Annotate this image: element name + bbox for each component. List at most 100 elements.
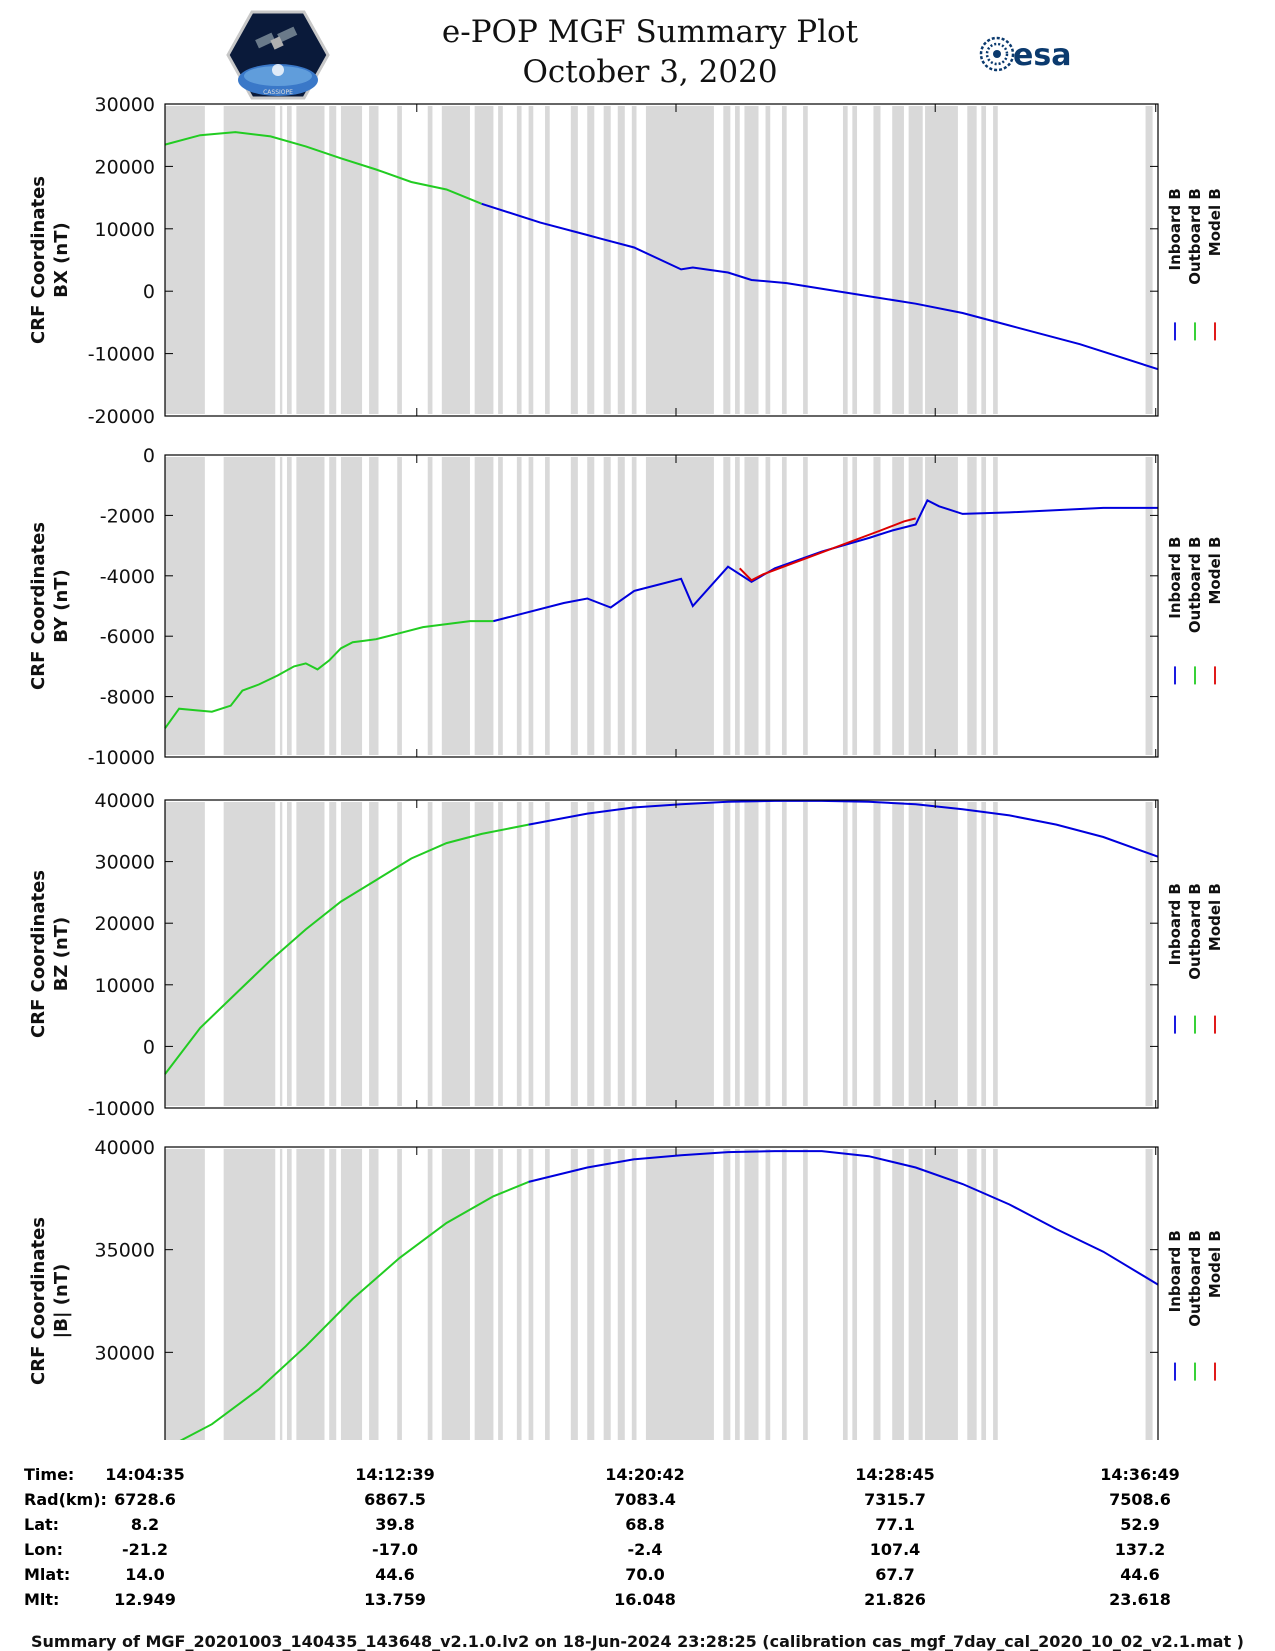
series-line-outboard-b	[164, 823, 529, 1075]
gap-shade	[441, 1149, 470, 1440]
series-line-outboard-b	[164, 620, 494, 729]
gap-shade	[286, 457, 292, 755]
table-row-label: Mlat:	[24, 1565, 71, 1584]
y-tick-label: -10000	[88, 747, 155, 769]
gap-shade	[516, 1149, 522, 1440]
gap-shade	[340, 457, 363, 755]
y-tick-label: 10000	[95, 219, 155, 241]
gap-shade	[803, 106, 808, 414]
series-line-model-b	[738, 517, 916, 582]
gap-shade	[908, 457, 923, 755]
gap-shade	[545, 106, 550, 414]
series-line-inboard-b	[493, 498, 1158, 623]
gap-shade	[340, 802, 363, 1106]
gap-shade	[781, 457, 787, 755]
gap-shade	[744, 1149, 759, 1440]
gap-shade	[803, 802, 808, 1106]
gap-shade	[873, 457, 881, 755]
table-cell: 7508.6	[1109, 1490, 1171, 1509]
table-cell: 23.618	[1109, 1590, 1171, 1609]
gap-shade	[570, 457, 578, 755]
y-tick-label: 40000	[95, 790, 155, 812]
gap-shade	[803, 457, 808, 755]
gap-shade	[645, 1149, 714, 1440]
gap-shade	[967, 106, 977, 414]
table-cell: 14:28:45	[855, 1465, 935, 1484]
gap-shade	[765, 457, 771, 755]
legend-label: Model B	[1206, 1230, 1224, 1298]
gap-shade	[165, 106, 205, 414]
gap-shade	[369, 802, 379, 1106]
gap-shade	[892, 106, 904, 414]
table-cell: 8.2	[130, 1515, 160, 1534]
table-cell: 6867.5	[364, 1490, 426, 1509]
y-tick-label: 0	[143, 1036, 155, 1058]
gap-shade	[1145, 457, 1153, 755]
gap-shade	[803, 1149, 808, 1440]
gap-shade	[744, 802, 759, 1106]
legend-label: Outboard B	[1186, 883, 1204, 980]
gap-shade	[587, 106, 595, 414]
gap-shade	[873, 106, 881, 414]
gap-shade	[842, 802, 848, 1106]
gap-shade	[842, 457, 848, 755]
gap-shade	[765, 802, 771, 1106]
gap-shade	[993, 457, 998, 755]
gap-shade	[474, 802, 494, 1106]
gap-shade	[296, 106, 325, 414]
y-tick-label: -10000	[88, 344, 155, 366]
y-axis-label-line1: CRF Coordinates	[28, 1217, 49, 1385]
gap-shade	[765, 106, 771, 414]
gap-shade	[603, 802, 611, 1106]
y-tick-label: -8000	[100, 687, 155, 709]
gap-shade	[286, 802, 292, 1106]
table-row-label: Time:	[24, 1465, 75, 1484]
table-cell: 77.1	[875, 1515, 915, 1534]
gap-shade	[369, 106, 379, 414]
table-row-label: Lon:	[24, 1540, 63, 1559]
legend-label: Outboard B	[1186, 1230, 1204, 1327]
gap-shade	[723, 457, 731, 755]
gap-shade	[908, 1149, 923, 1440]
gap-shade	[645, 802, 714, 1106]
series-line-outboard-b	[164, 131, 483, 205]
gap-shade	[570, 802, 578, 1106]
table-cell: 52.9	[1120, 1515, 1160, 1534]
gap-shade	[852, 1149, 858, 1440]
gap-shade	[397, 1149, 402, 1440]
gap-shade	[617, 802, 625, 1106]
gap-shade	[441, 106, 470, 414]
gap-shade	[296, 802, 325, 1106]
gap-shade	[735, 106, 740, 414]
gap-shade	[735, 1149, 740, 1440]
table-cell: -17.0	[371, 1540, 419, 1559]
legend-label: Inboard B	[1166, 1230, 1184, 1312]
gap-shade	[631, 106, 637, 414]
gap-shade	[296, 457, 325, 755]
gap-shade	[852, 106, 858, 414]
legend-label: Outboard B	[1186, 537, 1204, 634]
gap-shade	[340, 1149, 363, 1440]
gap-shade	[1145, 106, 1153, 414]
gap-shade	[873, 1149, 881, 1440]
gap-shade	[852, 802, 858, 1106]
y-axis-label-line1: CRF Coordinates	[28, 176, 49, 344]
gap-shade	[441, 802, 470, 1106]
gap-shade	[617, 106, 625, 414]
table-cell: 14:20:42	[605, 1465, 685, 1484]
gap-shade	[498, 457, 503, 755]
gap-shade	[427, 802, 433, 1106]
y-tick-label: 30000	[95, 94, 155, 116]
gap-shade	[603, 106, 611, 414]
gap-shade	[735, 457, 740, 755]
gap-shade	[587, 802, 595, 1106]
gap-shade	[516, 457, 522, 755]
esa-logo: esa	[979, 36, 1071, 73]
legend-label: Inboard B	[1166, 883, 1184, 965]
y-tick-label: 0	[143, 281, 155, 303]
title-line-2: October 3, 2020	[522, 54, 778, 90]
y-tick-label: -20000	[88, 406, 155, 428]
gap-shade	[723, 1149, 731, 1440]
gap-shade	[873, 802, 881, 1106]
